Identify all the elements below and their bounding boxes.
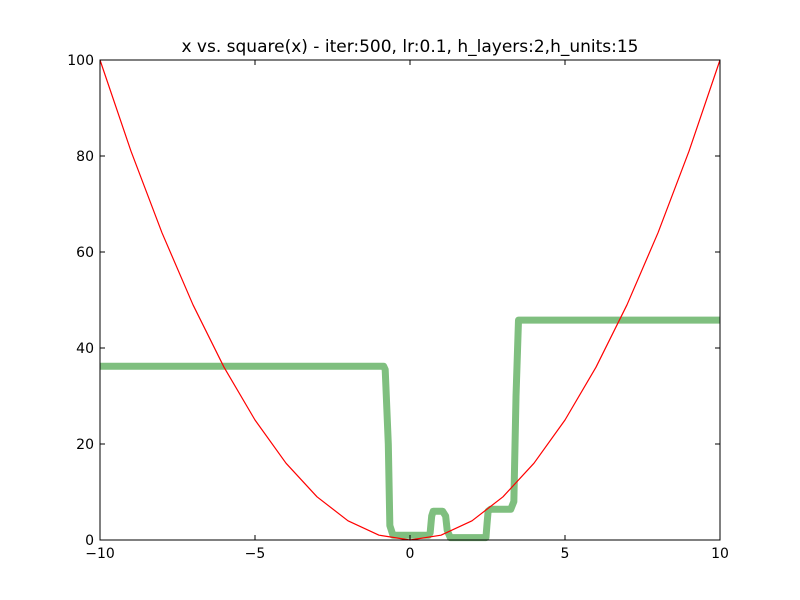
x-tick-label: −10	[85, 546, 115, 562]
axes-frame	[99, 59, 721, 541]
x-tick-label: −5	[245, 546, 266, 562]
x-tick-label: 5	[561, 546, 570, 562]
series-line-model	[100, 316, 720, 542]
y-tick-label: 40	[76, 341, 94, 357]
y-axis: 0 20 40 60 80 100	[67, 53, 720, 549]
y-tick-label: 80	[76, 149, 94, 165]
x-tick-label: 10	[711, 546, 729, 562]
chart-title: x vs. square(x) - iter:500, lr:0.1, h_la…	[181, 37, 638, 57]
y-tick-label: 100	[67, 53, 94, 69]
series-line-square	[99, 59, 721, 541]
plot-series	[99, 59, 721, 542]
x-axis: −10 −5 0 5 10	[85, 60, 729, 562]
y-tick-label: 0	[85, 533, 94, 549]
y-tick-label: 60	[76, 245, 94, 261]
y-tick-label: 20	[76, 437, 94, 453]
x-tick-label: 0	[406, 546, 415, 562]
